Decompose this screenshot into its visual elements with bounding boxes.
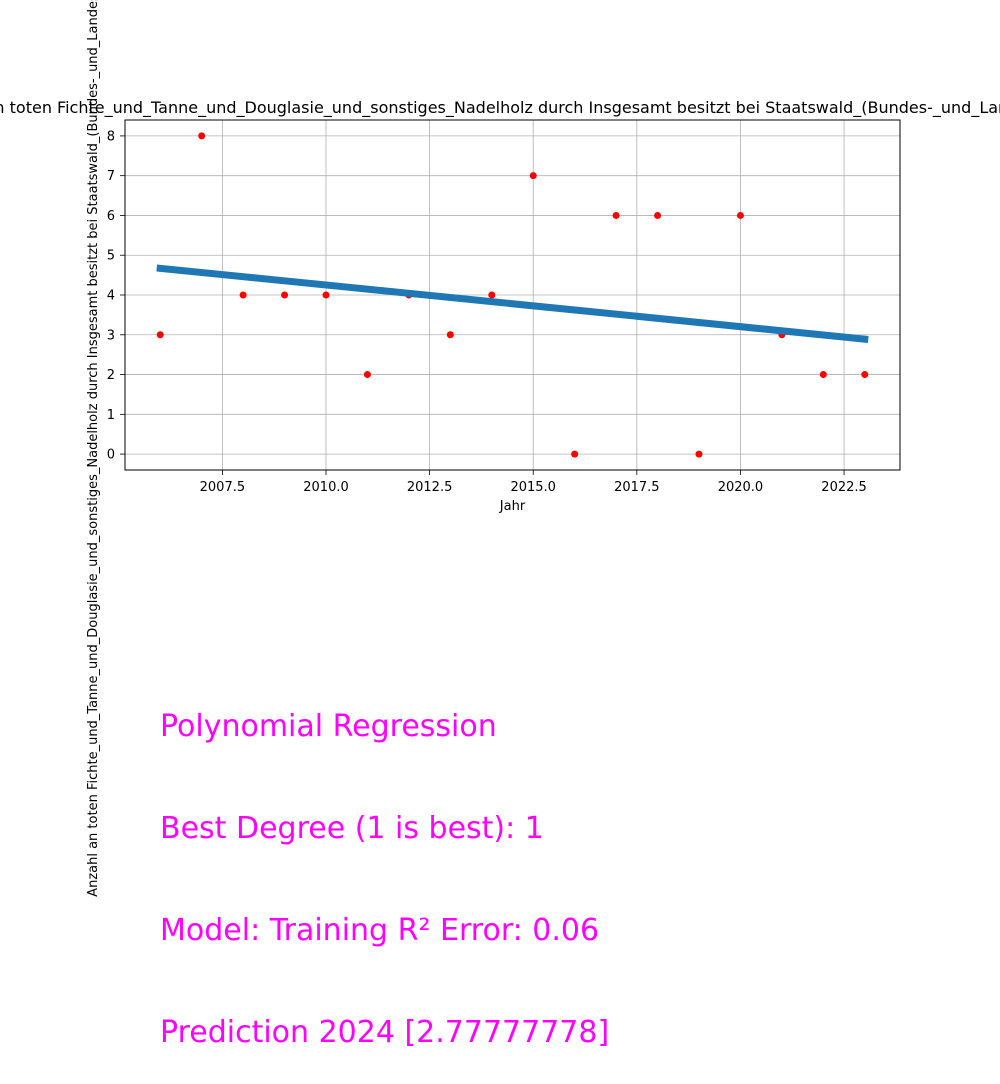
regression-line	[156, 264, 869, 343]
chart-title: Anzahl an toten Fichte_und_Tanne_und_Dou…	[0, 98, 1000, 118]
y-tick-label: 7	[107, 169, 115, 184]
summary-line-degree: Best Degree (1 is best): 1	[160, 811, 544, 846]
y-tick-label: 1	[107, 408, 115, 423]
data-point	[529, 172, 537, 180]
x-axis-title: Jahr	[499, 499, 526, 514]
data-point	[571, 450, 579, 458]
y-tick-label: 8	[107, 129, 115, 144]
regression-chart: 2007.5 2010.0 2012.5 2015.0 2017.5 2020.0 2022…	[0, 0, 1000, 897]
data-point	[156, 331, 164, 339]
plot-frame	[124, 119, 901, 471]
regression-summary: Polynomial Regression Best Degree (1 is …	[160, 642, 609, 1084]
x-tick-label: 2017.5	[614, 480, 660, 495]
summary-line-prediction: Prediction 2024 [2.77777778]	[160, 1015, 610, 1050]
summary-line-method: Polynomial Regression	[160, 709, 497, 744]
grid-lines	[125, 120, 900, 470]
axis-ticks: 2007.5 2010.0 2012.5 2015.0 2017.5 2020.0 2022…	[107, 129, 867, 495]
y-axis-title: Anzahl an toten Fichte_und_Tanne_und_Dou…	[86, 0, 101, 897]
summary-line-error: Model: Training R² Error: 0.06	[160, 913, 600, 948]
data-point	[819, 371, 827, 379]
data-point	[612, 211, 620, 219]
data-point	[239, 291, 247, 299]
x-tick-label: 2015.0	[510, 480, 556, 495]
data-point	[281, 291, 289, 299]
data-point	[736, 211, 744, 219]
data-point	[198, 132, 206, 140]
x-tick-label: 2010.0	[303, 480, 349, 495]
y-tick-label: 6	[107, 209, 115, 224]
data-point	[488, 291, 496, 299]
data-point	[861, 371, 869, 379]
x-tick-label: 2007.5	[200, 480, 246, 495]
y-tick-label: 3	[107, 328, 115, 343]
y-tick-label: 4	[107, 289, 115, 304]
data-point	[446, 331, 454, 339]
x-tick-label: 2022.5	[821, 480, 867, 495]
data-series	[156, 132, 869, 458]
data-point	[654, 211, 662, 219]
x-tick-label: 2020.0	[718, 480, 764, 495]
y-tick-label: 5	[107, 249, 115, 264]
x-tick-label: 2012.5	[407, 480, 453, 495]
data-point	[322, 291, 330, 299]
data-point	[363, 371, 371, 379]
y-tick-label: 2	[107, 368, 115, 383]
y-tick-label: 0	[107, 448, 115, 463]
data-point	[695, 450, 703, 458]
